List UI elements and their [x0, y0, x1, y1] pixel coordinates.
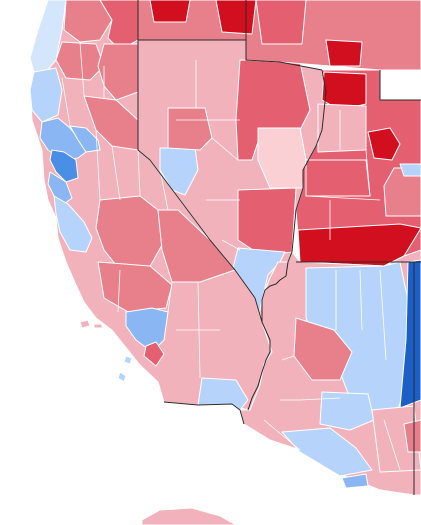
- region-idaho-strong-2: [215, 0, 257, 35]
- region-sacramento: [69, 125, 101, 153]
- region-arizona-east: [399, 259, 421, 409]
- nevada-arizona-border: [261, 251, 293, 322]
- region-new-mexico-edge: [403, 419, 421, 453]
- region-ca-red-north-1: [63, 0, 113, 43]
- region-idaho-strong-3: [255, 0, 307, 45]
- california-mexico-border: [163, 401, 245, 425]
- region-bay-area-core: [49, 149, 79, 183]
- region-utah-light-1: [317, 103, 367, 153]
- region-arizona-south-blue-2: [319, 391, 375, 431]
- region-island-3: [123, 355, 133, 365]
- region-arizona-tiny-blue: [341, 473, 369, 489]
- region-utah-light-blue-spot: [399, 163, 421, 177]
- region-island-2: [93, 323, 103, 329]
- region-idaho-strong-4: [325, 39, 363, 67]
- region-arizona-south-blue: [281, 427, 373, 477]
- region-ca-red-north-3: [55, 41, 105, 81]
- county-lines: [61, 41, 401, 471]
- region-kern: [97, 261, 173, 313]
- region-salt-lake: [367, 127, 401, 161]
- utah-wyoming-border: [379, 70, 421, 101]
- region-sonora-strip: [141, 507, 237, 525]
- region-mendocino: [29, 67, 63, 123]
- region-nevada-center-faint: [257, 127, 307, 189]
- region-central-coast: [53, 195, 93, 253]
- region-san-bernardino: [157, 209, 236, 283]
- region-nevada-west-medium: [167, 107, 213, 151]
- region-utah-mid: [305, 159, 371, 197]
- region-bay-area: [39, 117, 87, 161]
- region-island-1: [79, 319, 91, 329]
- region-orange: [143, 341, 165, 367]
- region-island-4: [117, 371, 127, 383]
- state-borders: [137, 0, 421, 495]
- oregon-idaho-border: [138, 0, 323, 71]
- region-nevada-south-red: [237, 187, 297, 257]
- region-idaho-strong-1: [149, 0, 191, 23]
- nevada-utah-border: [291, 69, 327, 253]
